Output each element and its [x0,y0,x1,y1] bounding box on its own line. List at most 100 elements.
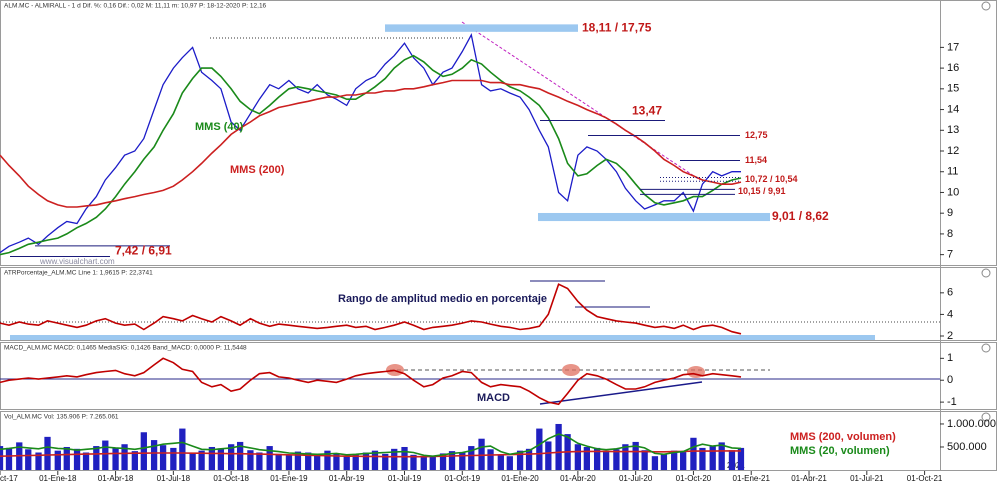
panel-header: ALM.MC - ALMIRALL - 1 d Dif. %: 0,16 Dif… [4,3,267,10]
volume-bar [690,437,697,470]
volume-bar [54,450,61,470]
x-tick-label: 01-Ene-18 [39,474,77,483]
volume-bar [506,456,513,470]
x-tick-label: 01-Jul-19 [388,474,422,483]
x-tick-label: 01-Jul-21 [850,474,884,483]
level-label: 11,54 [745,155,767,165]
x-tick-label: 01-Oct-20 [676,474,712,483]
volume-bar [525,448,533,470]
volume-bar [150,440,158,470]
annotation: Rango de amplitud medio en porcentaje [338,293,547,305]
y-tick-label: 7 [947,249,953,261]
panel-header: Vol_ALM.MC Vol: 135.906 P: 7.265.061 [4,414,119,421]
y-tick-label: 8 [947,228,953,240]
year-label: 2021 [727,461,745,470]
panel-header: ATRPorcentaje_ALM.MC Line 1: 1,9615 P: 2… [4,270,153,277]
volume-bar [439,453,447,470]
y-tick-label: 14 [947,103,959,115]
volume-bar [0,446,4,470]
volume-bar [516,450,524,470]
volume-bar [294,451,302,470]
x-tick-label: 01-Ene-21 [733,474,771,483]
volume-bar [574,444,582,470]
y-tick-label: 2 [947,330,953,342]
trend-line [461,21,701,181]
volume-bar [497,454,504,470]
series-line [0,54,742,256]
y-tick-label: 15 [947,83,959,95]
series-line [0,357,742,406]
y-tick-label: 1 [947,352,953,364]
level-label: 10,15 / 9,91 [738,186,786,196]
volume-bar [371,450,379,470]
volume-bar [602,450,610,470]
volume-bar [179,428,186,470]
close-button[interactable] [981,268,991,278]
volume-bar [728,450,736,470]
series-line [0,33,741,254]
volume-bar [468,446,475,470]
series-label: MMS (20, volumen) [790,445,890,457]
volume-bar [709,446,716,470]
macd-trendline [539,381,703,405]
y-tick-label: 9 [947,207,953,219]
y-tick-label: 10 [947,186,959,198]
level-label: 13,47 [632,104,662,118]
volume-bar [352,454,359,470]
level-label: 18,11 / 17,75 [582,20,652,34]
close-button[interactable] [981,1,991,11]
y-tick-label: 11 [947,166,958,178]
close-button[interactable] [981,343,991,353]
x-tick-label: 01-Oct-17 [0,474,18,483]
volume-bar [555,423,562,470]
series-line [0,283,742,335]
volume-bar [401,446,408,470]
volume-bar [112,447,119,470]
volume-bar [382,453,389,470]
volume-bar [275,453,282,470]
x-tick-label: 01-Abr-21 [791,474,827,483]
annotation: MACD [477,392,510,404]
x-tick-label: 01-Oct-19 [445,474,481,483]
volume-bar [391,448,398,470]
volume-bar [285,454,293,470]
volume-bar [699,447,706,470]
volume-bar [256,452,263,470]
level-label: 10,72 / 10,54 [745,174,798,184]
x-tick-label: 01-Ene-20 [501,474,539,483]
volume-bar [536,428,543,470]
volume-bar [622,444,629,470]
volume-bar [35,452,42,470]
x-tick-label: 01-Abr-18 [98,474,134,483]
y-tick-label: -1 [947,396,957,408]
x-tick-label: 01-Jul-18 [157,474,191,483]
volume-bar [121,444,128,470]
y-tick-label: 6 [947,287,953,299]
volume-bar [632,441,639,470]
volume-bar [660,454,668,470]
level-band [385,24,578,32]
volume-bar [410,454,417,470]
volume-bar [583,446,591,470]
panel-header: MACD_ALM.MC MACD: 0,1465 MediaSIG: 0,142… [4,345,247,352]
volume-bar [93,446,100,470]
volume-bar [343,456,350,470]
volume-bar [671,450,678,470]
close-button[interactable] [981,412,991,422]
volume-bar [651,456,659,470]
atr-band [10,335,875,340]
series-label: MMS (200) [230,164,285,176]
volume-bar [448,451,456,470]
y-tick-label: 17 [947,41,959,53]
volume-bar [680,452,687,470]
series-label: MMS (200, volumen) [790,431,896,443]
volume-bar [429,456,436,470]
volume-bar [593,447,601,470]
level-label: 7,42 / 6,91 [115,243,172,257]
volume-bar [73,448,81,470]
volume-bar [82,452,90,470]
volume-bar [333,453,340,470]
volume-bar [613,449,620,470]
